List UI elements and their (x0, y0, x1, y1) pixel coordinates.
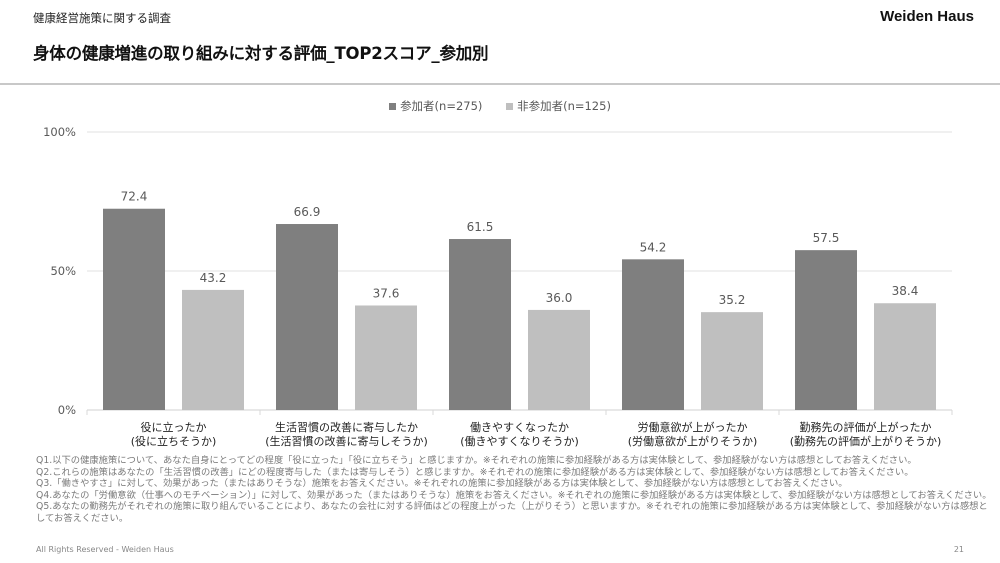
data-label: 36.0 (546, 291, 573, 305)
legend-label-participant: 参加者(n=275) (400, 99, 483, 113)
bar-non-participant (355, 305, 417, 410)
x-category-label: (労働意欲が上がりそうか) (628, 434, 758, 448)
x-category-label: (役に立ちそうか) (131, 434, 217, 448)
x-category-label: 勤務先の評価が上がったか (800, 420, 932, 434)
x-category-label: 働きやすくなったか (470, 421, 569, 434)
chart-legend: 参加者(n=275) 非参加者(n=125) (0, 98, 1000, 114)
data-label: 72.4 (121, 190, 148, 204)
data-label: 35.2 (719, 293, 746, 307)
data-label: 66.9 (294, 205, 321, 219)
y-tick-label: 50% (50, 264, 76, 278)
header-divider (0, 83, 1000, 85)
question-notes: Q1.以下の健康施策について、あなた自身にとってどの程度「役に立った」「役に立ち… (36, 455, 996, 525)
data-label: 38.4 (892, 284, 919, 298)
x-category-label: (生活習慣の改善に寄与しそうか) (265, 434, 428, 448)
survey-label: 健康経営施策に関する調査 (33, 11, 171, 25)
x-category-label: (勤務先の評価が上がりそうか) (790, 434, 942, 448)
bar-non-participant (182, 289, 244, 410)
footer-copyright: All Rights Reserved - Weiden Haus (36, 545, 174, 554)
x-category-label: 役に立ったか (141, 420, 207, 434)
legend-item-non-participant: 非参加者(n=125) (506, 98, 611, 114)
brand-logo: Weiden Haus (880, 8, 974, 25)
bar-chart: 0% 50% 100% 72.4 43.2 役に立ったか(役に立ちそうか) 66.9 37.6… (43, 125, 953, 448)
data-label: 61.5 (467, 220, 494, 234)
bar-participant (795, 250, 857, 410)
note-q5: Q5.あなたの勤務先がそれぞれの施策に取り組んでいることにより、あなたの会社に対… (36, 501, 988, 524)
bar-participant (622, 259, 684, 410)
note-q4: Q4.あなたの「労働意欲（仕事へのモチベーション）」に対して、効果があった（また… (36, 489, 992, 501)
note-q2: Q2.これらの施策はあなたの「生活習慣の改善」にどの程度寄与した（または寄与しそ… (36, 466, 914, 478)
x-category-label: 労働意欲が上がったか (638, 420, 748, 434)
data-label: 37.6 (373, 286, 400, 300)
note-q3: Q3.「働きやすさ」に対して、効果があった（またはありそうな）施策をお答えくださ… (36, 478, 848, 490)
legend-item-participant: 参加者(n=275) (389, 98, 482, 114)
bar-non-participant (701, 312, 763, 410)
y-tick-label: 100% (43, 125, 76, 139)
data-label: 57.5 (813, 231, 840, 245)
bar-non-participant (528, 309, 590, 410)
x-category-label: 生活習慣の改善に寄与したか (275, 420, 418, 434)
data-label: 54.2 (640, 240, 667, 254)
y-tick-label: 0% (58, 403, 76, 417)
legend-swatch-participant (389, 102, 397, 110)
bar-participant (449, 239, 511, 410)
page-title: 身体の健康増進の取り組みに対する評価_TOP2スコア_参加別 (33, 44, 489, 63)
bar-participant (276, 224, 338, 410)
bar-participant (103, 208, 165, 410)
x-category-label: (働きやすくなりそうか) (460, 435, 579, 448)
legend-label-non-participant: 非参加者(n=125) (517, 99, 611, 113)
legend-swatch-non-participant (506, 102, 514, 110)
data-label: 43.2 (200, 271, 227, 285)
bar-non-participant (874, 303, 936, 410)
note-q1: Q1.以下の健康施策について、あなた自身にとってどの程度「役に立った」「役に立ち… (36, 455, 917, 466)
page-number: 21 (953, 545, 964, 554)
